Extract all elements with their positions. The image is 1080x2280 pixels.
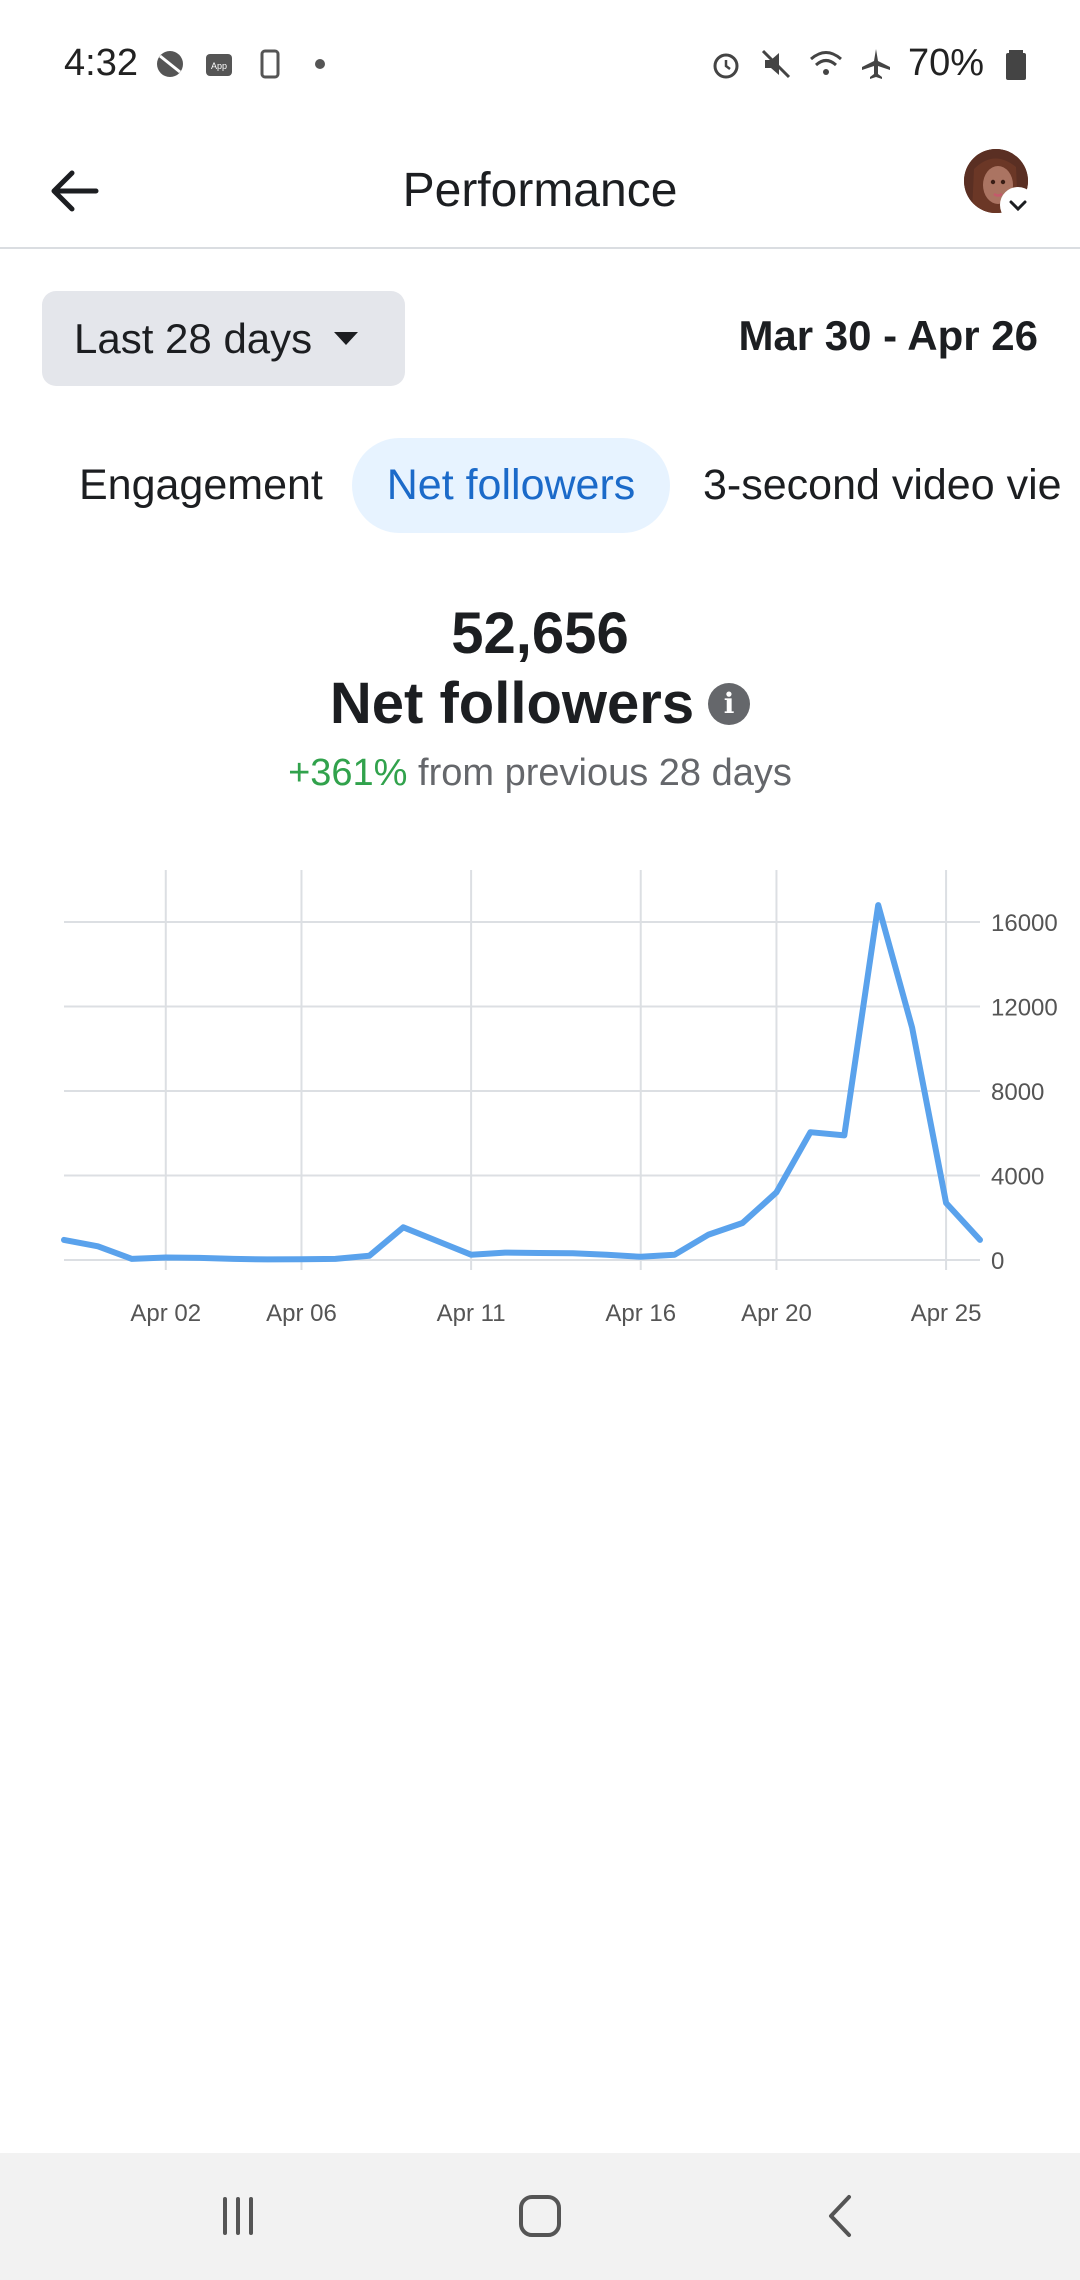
nav-back-button[interactable] [802, 2181, 882, 2251]
do-not-disturb-icon [157, 51, 183, 77]
app-header: Performance [0, 135, 1080, 249]
tab-3-second-video-views[interactable]: 3-second video vie [703, 461, 1062, 509]
system-nav-bar [0, 2153, 1080, 2280]
alarm-icon [713, 53, 739, 78]
back-icon [829, 2195, 851, 2237]
change-text: from previous 28 days [418, 752, 792, 794]
metric-label-row: Net followers i [0, 670, 1080, 737]
wifi-icon [809, 50, 842, 75]
status-left-icons: App [152, 46, 338, 82]
x-tick-label: Apr 16 [605, 1300, 676, 1327]
recent-apps-icon [223, 2197, 253, 2235]
y-tick-label: 16000 [991, 910, 1058, 937]
caret-down-icon [334, 332, 359, 345]
tab-net-followers[interactable]: Net followers [352, 438, 670, 533]
status-time: 4:32 [64, 42, 138, 84]
avatar-switch-badge[interactable] [1000, 187, 1036, 223]
date-range-text: Mar 30 - Apr 26 [738, 312, 1038, 359]
series-line [61, 902, 983, 1263]
tab-engagement[interactable]: Engagement [79, 461, 323, 509]
battery-icon [1006, 49, 1026, 80]
arrow-left-icon [51, 170, 99, 212]
x-tick-label: Apr 02 [130, 1300, 201, 1327]
metric-label: Net followers [329, 671, 695, 736]
status-bar: 4:32 App 70% [0, 0, 1080, 135]
airplane-icon [861, 48, 890, 79]
metric-value: 52,656 [451, 601, 629, 666]
y-tick-label: 4000 [991, 1164, 1044, 1191]
date-range-dropdown[interactable]: Last 28 days [42, 291, 405, 386]
battery-percent: 70% [907, 42, 984, 84]
home-button[interactable] [500, 2181, 580, 2251]
mute-icon [761, 49, 790, 78]
dot-icon [315, 59, 325, 69]
date-range-label: Last 28 days [74, 314, 313, 362]
chevron-down-icon [1009, 200, 1027, 212]
page-title: Performance [402, 164, 678, 217]
x-tick-label: Apr 25 [911, 1300, 982, 1327]
status-right-icons: 70% [708, 42, 1034, 85]
info-icon[interactable]: i [708, 682, 751, 725]
y-tick-label: 8000 [991, 1079, 1044, 1106]
x-tick-label: Apr 20 [741, 1300, 812, 1327]
svg-text:App: App [211, 61, 227, 71]
y-tick-label: 0 [991, 1248, 1004, 1275]
back-button[interactable] [38, 155, 110, 227]
home-icon [519, 2195, 561, 2237]
x-tick-label: Apr 11 [437, 1300, 506, 1327]
change-percent: +361% [288, 752, 408, 794]
recent-apps-button[interactable] [198, 2181, 278, 2251]
metric-tabs: Engagement Net followers 3-second video … [0, 438, 1080, 533]
net-followers-chart: 16000 12000 8000 4000 0 Apr 02 Apr 06 Apr 11 Apr… [61, 870, 1058, 1327]
app-notification-icon: App [206, 54, 232, 76]
x-tick-label: Apr 06 [266, 1300, 337, 1327]
y-tick-label: 12000 [991, 995, 1058, 1022]
screen-rotate-icon [260, 49, 280, 79]
change-summary: +361% from previous 28 days [0, 752, 1080, 795]
